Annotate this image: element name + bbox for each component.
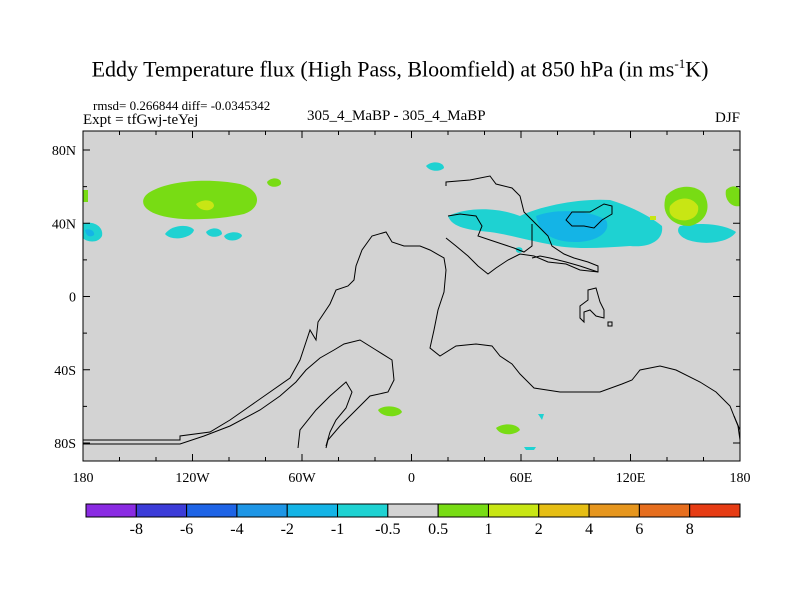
flux-patch-far-east [725,186,740,207]
lat-tick-label: 40S [54,364,76,379]
flux-patch-cyan-3 [165,225,194,239]
latitude-tick-labels: 80N 40N 0 40S 80S [52,144,76,452]
coastline-island-1 [607,321,613,327]
axis-ticks [82,131,741,461]
coastline-europe [447,213,533,253]
colorbar-label: -6 [180,521,193,538]
colorbar-swatch [437,503,489,518]
map-background [83,131,740,461]
flux-patch-small-1 [267,178,282,187]
stats-label: rmsd= 0.266844 diff= -0.0345342 [93,98,271,113]
flux-patch-cyan-2 [85,229,95,237]
colorbar-swatch [588,503,640,518]
colorbar-label: 8 [686,521,694,538]
lat-tick-label: 80N [52,144,76,159]
coastline-americas [83,231,740,441]
lon-tick-label: 180 [730,471,751,486]
colorbar-swatch [689,503,741,518]
flux-patch-south-4 [524,447,536,450]
coastline-far-east-arc [733,415,740,441]
colorbar-label: -2 [281,521,294,538]
colorbar-swatch [638,503,691,518]
colorbar-label: 6 [635,521,643,538]
colorbar-swatch [538,503,590,518]
colorbar [85,503,741,518]
flux-patch-cyan-6 [426,162,444,171]
lon-tick-label: 0 [408,471,415,486]
flux-patch-south-3 [538,414,544,420]
colorbar-label: -1 [331,521,344,538]
flux-patch-south-1 [378,406,402,417]
experiment-label: Expt = tfGwj-teYej [83,112,199,128]
lat-tick-label: 80S [54,437,76,452]
lat-tick-label: 40N [52,217,76,232]
colorbar-swatch [337,503,389,518]
coastline-south-america-inner [83,339,395,449]
flux-patch-dot-2 [650,216,656,220]
colorbar-label: 4 [585,521,593,538]
coastlines [83,175,740,449]
colorbar-swatch [186,503,238,518]
lat-tick-label: 0 [69,291,76,306]
flux-patch-pacific-east [678,224,736,243]
lon-tick-label: 60W [288,471,316,486]
flux-patch-pacific-yellow [669,198,699,221]
lon-tick-label: 180 [73,471,94,486]
longitude-tick-labels: 180 120W 60W 0 60E 120E 180 [73,471,751,486]
colorbar-label: 0.5 [428,521,448,538]
colorbar-swatch [387,503,439,518]
colorbar-labels: -8 -6 -4 -2 -1 -0.5 0.5 1 2 4 6 8 [130,521,694,538]
coastline-east-asia [531,255,599,273]
plot-title: Eddy Temperature flux (High Pass, Bloomf… [91,56,709,82]
flux-patch-north-pacific-core [196,200,214,211]
colorbar-swatch [135,503,188,518]
coastline-maritime [579,287,605,324]
case-label: 305_4_MaBP - 305_4_MaBP [307,108,486,124]
colorbar-label: -8 [130,521,143,538]
colorbar-label: -0.5 [375,521,400,538]
lon-tick-label: 120E [616,471,646,486]
colorbar-swatch [85,503,137,518]
flux-patch-eurasia-core [536,211,608,242]
colorbar-swatch [236,503,288,518]
coastline-antarctic-peninsula [297,381,353,449]
lon-tick-label: 120W [175,471,210,486]
flux-patch-south-2 [496,424,520,435]
flux-patch-north-pacific [143,180,258,220]
colorbar-label: 1 [484,521,492,538]
flux-patch-small-2 [83,190,88,202]
colorbar-swatch [487,503,540,518]
season-label: DJF [714,110,740,126]
coastline-eurasia [445,175,599,275]
colorbar-label: -4 [230,521,243,538]
flux-patch-cyan-4 [206,228,222,237]
colorbar-swatch [286,503,339,518]
colorbar-label: 2 [535,521,543,538]
lon-tick-label: 60E [510,471,533,486]
flux-patch-cyan-5 [224,232,242,241]
flux-shading [83,162,740,450]
coastline-asia-north [565,203,613,229]
